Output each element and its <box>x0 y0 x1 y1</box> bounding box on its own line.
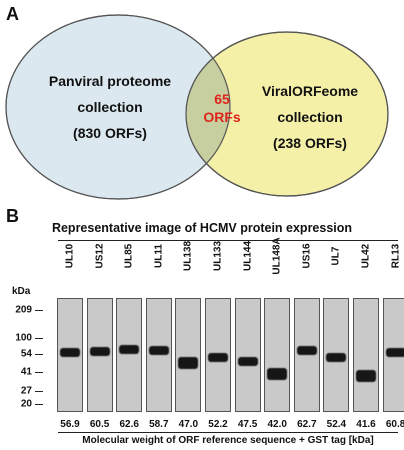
kda-marker-label: 100 <box>15 332 32 344</box>
lane-label: UL138 <box>182 240 194 272</box>
lane-label: UL144 <box>242 240 254 272</box>
kda-marker-tick <box>35 391 43 392</box>
lane-label: UL148A <box>271 237 283 275</box>
kda-marker-tick <box>35 404 43 405</box>
kda-marker-tick <box>35 338 43 339</box>
mw-value: 47.0 <box>178 419 199 430</box>
mw-value: 52.4 <box>326 419 347 430</box>
title-rule <box>58 240 398 241</box>
overlap-label: 65 ORFs <box>197 90 247 126</box>
mw-value: 56.9 <box>60 419 80 430</box>
blot-lane <box>234 298 261 412</box>
lane-label: RL13 <box>390 243 402 269</box>
protein-band <box>296 346 317 356</box>
protein-band <box>267 368 288 381</box>
blot-lane <box>205 298 231 412</box>
blot-title: Representative image of HCMV protein exp… <box>51 221 353 235</box>
lane-label: UL10 <box>64 243 76 269</box>
protein-band <box>237 356 258 366</box>
protein-band <box>119 344 140 354</box>
mw-value: 60.5 <box>89 419 110 430</box>
lane-label: US16 <box>301 243 313 269</box>
lane-label: UL7 <box>330 246 342 266</box>
protein-band <box>178 356 199 369</box>
mw-value: 42.0 <box>267 419 287 430</box>
kda-marker-tick <box>35 354 43 355</box>
viralorfeome-line1: ViralORFeome <box>261 83 359 99</box>
mw-value: 62.6 <box>119 419 139 430</box>
mw-value: 41.6 <box>356 419 376 430</box>
kda-marker-label: 209 <box>15 304 32 316</box>
protein-band <box>60 347 80 357</box>
blot-lane <box>86 298 113 412</box>
panel-b-letter: B <box>6 206 19 226</box>
protein-band <box>385 347 404 357</box>
lane-label: UL11 <box>153 244 165 268</box>
blot-lane <box>382 298 404 412</box>
protein-band <box>89 346 110 356</box>
mw-value: 58.7 <box>149 419 169 430</box>
blot-lane <box>145 298 172 412</box>
blot-lane <box>175 298 202 412</box>
kda-marker-label: 54 <box>20 348 32 360</box>
viralorfeome-count: (238 ORFs) <box>273 135 347 151</box>
kda-marker-tick <box>35 372 43 373</box>
blot-lane <box>353 298 379 412</box>
mw-value: 47.5 <box>237 419 258 430</box>
protein-band <box>356 370 376 383</box>
panel-a-letter: A <box>6 4 19 24</box>
blot-lane <box>323 298 350 412</box>
lane-label: UL85 <box>123 243 135 269</box>
panviral-line1: Panviral proteome <box>48 73 172 89</box>
kda-marker-label: 41 <box>20 366 32 378</box>
overlap-count: 65 <box>214 91 230 107</box>
panviral-count: (830 ORFs) <box>73 125 147 141</box>
protein-band <box>148 346 169 356</box>
viralorfeome-line2: collection <box>277 109 343 125</box>
panviral-line2: collection <box>77 99 143 115</box>
blot-lane <box>116 298 143 412</box>
viralorfeome-label: ViralORFeome collection (238 ORFs) <box>245 80 375 154</box>
overlap-unit: ORFs <box>203 109 241 125</box>
mw-caption: Molecular weight of ORF reference sequen… <box>82 435 374 446</box>
mw-value: 52.2 <box>208 419 228 430</box>
venn-diagram <box>5 14 389 200</box>
lane-label: US12 <box>94 243 106 269</box>
mw-value: 60.8 <box>385 419 404 430</box>
blot-lane <box>264 298 291 412</box>
kda-marker-label: 20 <box>20 398 32 410</box>
protein-band <box>208 352 228 362</box>
kda-axis-title: kDa <box>12 286 31 297</box>
lane-label: UL42 <box>360 243 372 269</box>
kda-marker-tick <box>35 310 43 311</box>
blot-lane <box>293 298 320 412</box>
blot-lane <box>57 298 83 412</box>
caption-rule <box>58 432 398 433</box>
protein-band <box>326 352 347 362</box>
kda-marker-label: 27 <box>20 385 32 397</box>
mw-value: 62.7 <box>297 419 317 430</box>
panviral-label: Panviral proteome collection (830 ORFs) <box>30 70 190 144</box>
lane-label: UL133 <box>212 240 224 272</box>
